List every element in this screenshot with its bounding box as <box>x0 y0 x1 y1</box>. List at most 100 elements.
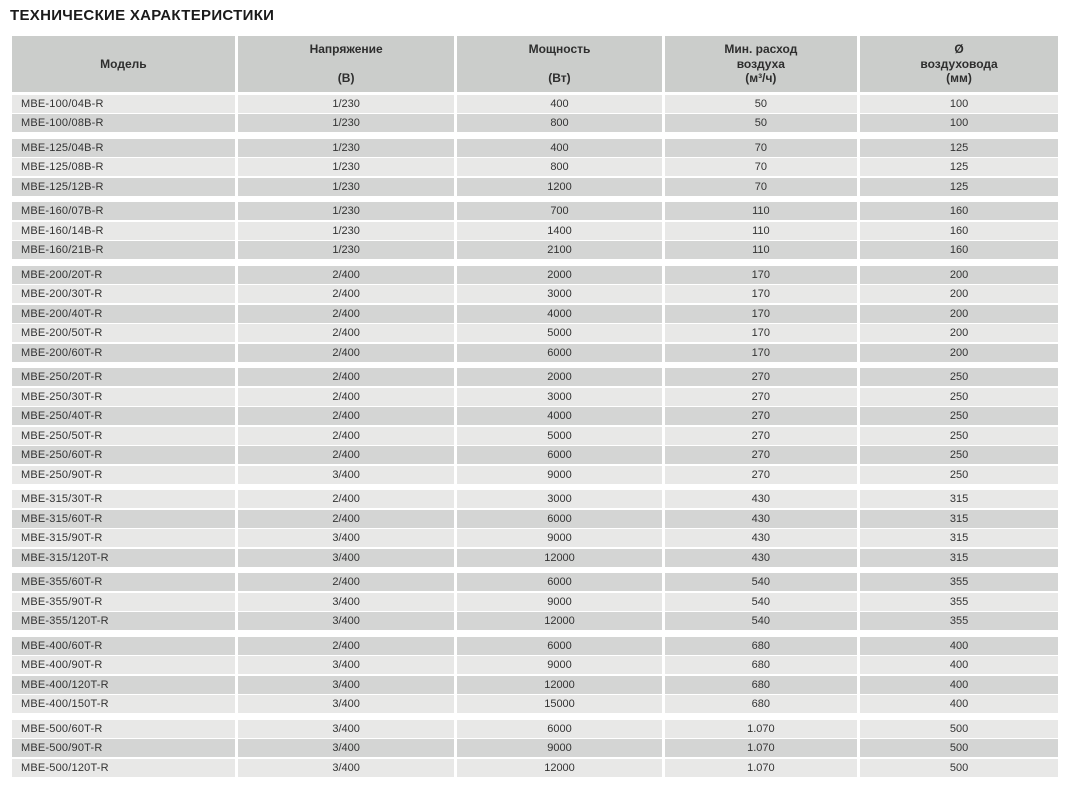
table-row: MBE-250/60T-R 2/400 6000 270 250 <box>12 446 1058 464</box>
cell-diameter: 125 <box>857 158 1058 176</box>
cell-power: 5000 <box>454 426 661 445</box>
cell-model: MBE-500/60T-R <box>21 722 103 735</box>
cell-diameter: 315 <box>857 529 1058 547</box>
cell-power: 700 <box>454 202 661 220</box>
table-row: MBE-400/120T-R 3/400 12000 680 400 <box>12 675 1058 694</box>
column-header-line: (м³/ч) <box>745 71 777 85</box>
cell-power: 3000 <box>454 285 661 303</box>
cell-diameter: 400 <box>857 636 1058 655</box>
column-header-line: Модель <box>100 56 147 71</box>
cell-airflow: 680 <box>661 675 858 694</box>
table-row: MBE-100/04B-R 1/230 400 50 100 <box>12 94 1058 113</box>
cell-voltage: 2/400 <box>234 490 455 508</box>
column-header-line: Мощность <box>528 42 591 56</box>
cell-power: 6000 <box>454 573 661 591</box>
table-row: MBE-400/150T-R 3/400 15000 680 400 <box>12 695 1058 713</box>
cell-model: MBE-355/90T-R <box>21 595 103 608</box>
cell-voltage: 1/230 <box>234 94 455 113</box>
cell-airflow: 110 <box>661 221 858 240</box>
cell-diameter: 250 <box>857 465 1058 484</box>
column-header-voltage: Напряжение (В) <box>234 36 455 92</box>
model-group-mbe-200: MBE-200/20T-R 2/400 2000 170 200 MBE-200/30T-… <box>12 265 1058 362</box>
cell-voltage: 3/400 <box>234 548 455 567</box>
cell-power: 5000 <box>454 324 661 342</box>
table-row: MBE-160/07B-R 1/230 700 110 160 <box>12 202 1058 220</box>
cell-power: 400 <box>454 138 661 157</box>
cell-airflow: 170 <box>661 343 858 362</box>
cell-model: MBE-200/30T-R <box>21 288 103 300</box>
cell-voltage: 2/400 <box>234 265 455 284</box>
cell-diameter: 315 <box>857 490 1058 508</box>
cell-voltage: 1/230 <box>234 241 455 259</box>
cell-voltage: 2/400 <box>234 343 455 362</box>
cell-model: MBE-125/04B-R <box>21 141 104 154</box>
cell-model: MBE-315/60T-R <box>21 512 103 525</box>
model-group-mbe-315: MBE-315/30T-R 2/400 3000 430 315 MBE-315/60T-… <box>12 490 1058 567</box>
cell-voltage: 2/400 <box>234 636 455 655</box>
spec-table: Модель Напряжение (В) Мощность (Вт) Мин. расх… <box>12 36 1058 778</box>
cell-airflow: 1.070 <box>661 739 858 757</box>
table-row: MBE-125/08B-R 1/230 800 70 125 <box>12 158 1058 176</box>
column-header-line: Мин. расход <box>724 42 798 56</box>
cell-airflow: 540 <box>661 612 858 630</box>
cell-airflow: 270 <box>661 387 858 406</box>
cell-model: MBE-315/120T-R <box>21 551 109 564</box>
cell-airflow: 1.070 <box>661 719 858 738</box>
cell-airflow: 430 <box>661 490 858 508</box>
cell-airflow: 680 <box>661 656 858 674</box>
cell-diameter: 160 <box>857 202 1058 220</box>
column-header-line: воздуха <box>736 56 785 71</box>
cell-power: 9000 <box>454 529 661 547</box>
cell-airflow: 50 <box>661 94 858 113</box>
cell-power: 9000 <box>454 592 661 611</box>
cell-model: MBE-250/60T-R <box>21 449 103 461</box>
cell-model: MBE-250/30T-R <box>21 390 103 403</box>
cell-diameter: 160 <box>857 241 1058 259</box>
cell-power: 6000 <box>454 509 661 528</box>
table-row: MBE-315/60T-R 2/400 6000 430 315 <box>12 509 1058 528</box>
cell-power: 1200 <box>454 177 661 196</box>
cell-power: 3000 <box>454 490 661 508</box>
cell-airflow: 430 <box>661 548 858 567</box>
cell-power: 1400 <box>454 221 661 240</box>
cell-airflow: 430 <box>661 509 858 528</box>
cell-airflow: 110 <box>661 202 858 220</box>
table-row: MBE-250/40T-R 2/400 4000 270 250 <box>12 407 1058 425</box>
cell-power: 800 <box>454 158 661 176</box>
cell-model: MBE-355/60T-R <box>21 576 103 588</box>
cell-power: 2000 <box>454 265 661 284</box>
cell-voltage: 3/400 <box>234 758 455 777</box>
table-row: MBE-500/120T-R 3/400 12000 1.070 500 <box>12 758 1058 777</box>
cell-model: MBE-125/12B-R <box>21 180 104 193</box>
cell-diameter: 355 <box>857 612 1058 630</box>
cell-power: 12000 <box>454 675 661 694</box>
column-header-line: (В) <box>337 71 355 85</box>
cell-airflow: 680 <box>661 636 858 655</box>
table-row: MBE-125/12B-R 1/230 1200 70 125 <box>12 177 1058 196</box>
cell-voltage: 1/230 <box>234 221 455 240</box>
table-body: MBE-100/04B-R 1/230 400 50 100 MBE-100/08B-R 1… <box>12 94 1058 777</box>
cell-model: MBE-125/08B-R <box>21 161 104 173</box>
cell-power: 12000 <box>454 612 661 630</box>
cell-voltage: 2/400 <box>234 509 455 528</box>
model-group-mbe-355: MBE-355/60T-R 2/400 6000 540 355 MBE-355/90T-… <box>12 573 1058 630</box>
cell-voltage: 2/400 <box>234 426 455 445</box>
page-title: ТЕХНИЧЕСКИЕ ХАРАКТЕРИСТИКИ <box>10 7 275 24</box>
cell-voltage: 3/400 <box>234 592 455 611</box>
cell-airflow: 70 <box>661 177 858 196</box>
cell-power: 2100 <box>454 241 661 259</box>
table-row: MBE-200/50T-R 2/400 5000 170 200 <box>12 324 1058 342</box>
cell-airflow: 170 <box>661 285 858 303</box>
table-row: MBE-355/120T-R 3/400 12000 540 355 <box>12 612 1058 630</box>
column-header-line: (мм) <box>946 71 972 85</box>
cell-voltage: 2/400 <box>234 446 455 464</box>
cell-airflow: 110 <box>661 241 858 259</box>
table-header: Модель Напряжение (В) Мощность (Вт) Мин. расх… <box>12 36 1058 92</box>
table-row: MBE-315/90T-R 3/400 9000 430 315 <box>12 529 1058 547</box>
cell-voltage: 3/400 <box>234 612 455 630</box>
table-row: MBE-250/20T-R 2/400 2000 270 250 <box>12 368 1058 386</box>
column-header-line: Напряжение <box>309 42 383 56</box>
table-row: MBE-250/30T-R 2/400 3000 270 250 <box>12 387 1058 406</box>
cell-power: 9000 <box>454 465 661 484</box>
cell-airflow: 170 <box>661 265 858 284</box>
